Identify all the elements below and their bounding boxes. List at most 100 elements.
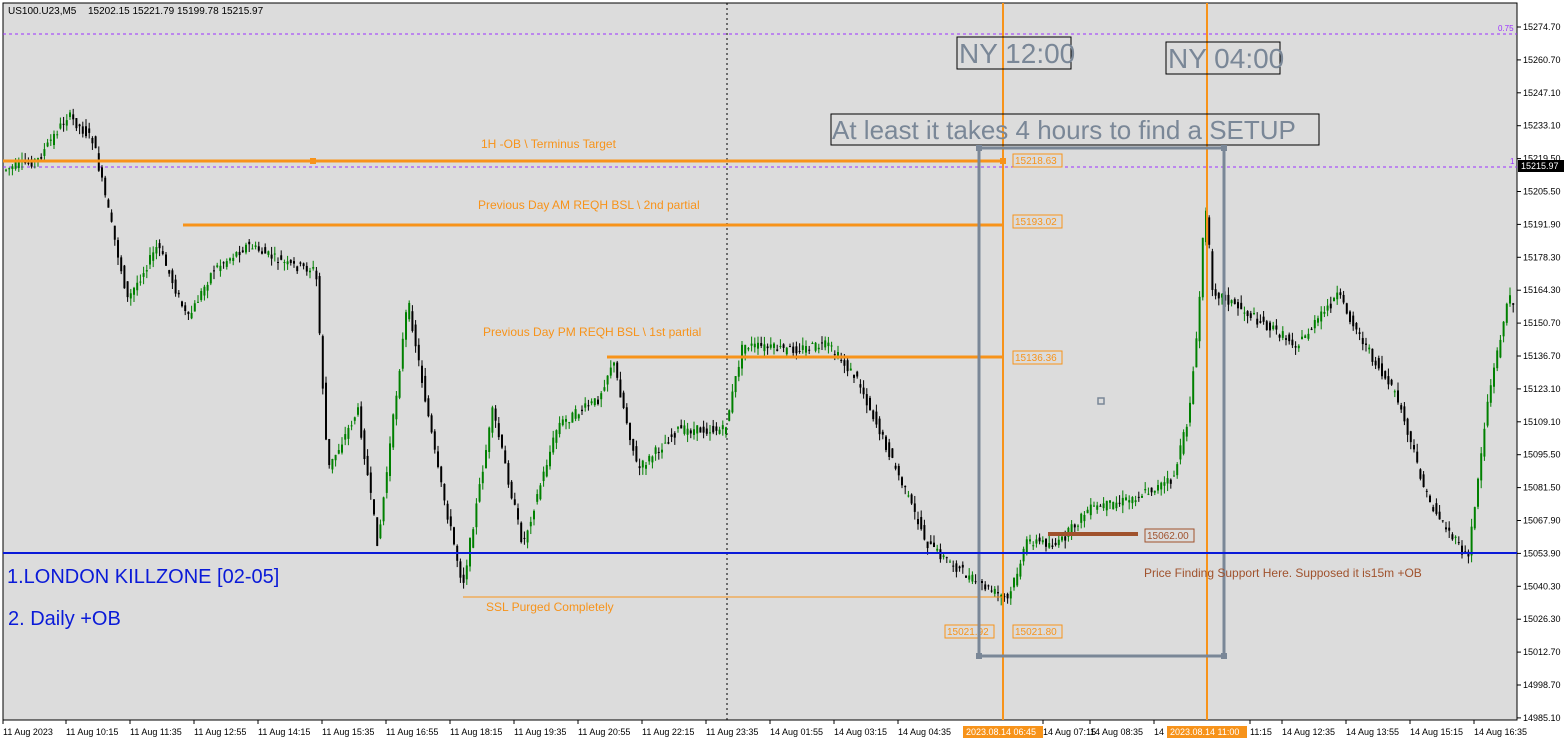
candle-body — [821, 342, 823, 344]
price-axis[interactable]: 15274.70 15260.70 15247.10 15233.10 15219.50… — [1517, 22, 1561, 723]
candle-body — [149, 255, 151, 265]
candle-body — [1278, 334, 1281, 338]
candle-body — [971, 574, 974, 582]
candle-body — [1070, 524, 1073, 534]
candle-body — [619, 379, 622, 398]
candle-body — [1192, 371, 1195, 404]
setup-zone-rectangle[interactable] — [977, 146, 1226, 658]
candle-body — [46, 142, 49, 147]
candle-body — [225, 261, 228, 267]
candle-body — [158, 243, 161, 249]
candle-body — [1374, 360, 1377, 366]
candle-body — [1333, 297, 1335, 302]
candle-body — [910, 494, 913, 504]
candle-body — [1029, 539, 1031, 542]
candle-body — [43, 149, 46, 156]
candle-body — [1400, 405, 1403, 410]
candle-body — [904, 485, 907, 488]
candle-body — [1509, 295, 1511, 304]
line-handle[interactable] — [310, 158, 316, 164]
candle-body — [1403, 406, 1406, 422]
candle-body — [721, 425, 724, 430]
price-tick-label: 15081.50 — [1523, 483, 1561, 493]
candle-body — [718, 429, 721, 434]
candle-body — [1435, 503, 1438, 514]
candle-body — [645, 465, 647, 469]
time-highlight-1-label: 2023.08.14 06:45 — [966, 727, 1036, 737]
candle-body — [1096, 505, 1099, 510]
candle-body — [1169, 479, 1172, 484]
candle-body — [766, 346, 769, 349]
candle-body — [1413, 445, 1415, 450]
am-bsl-label: Previous Day AM REQH BSL \ 2nd partial — [478, 198, 700, 212]
candle-body — [1185, 426, 1188, 437]
price-tick-label: 15123.10 — [1523, 384, 1561, 394]
candle-body — [1470, 526, 1473, 556]
price-tick-label: 15067.90 — [1523, 516, 1561, 526]
time-axis[interactable]: 11 Aug 2023 11 Aug 10:15 11 Aug 11:35 11 Au… — [2, 720, 1527, 737]
price-tick-label: 15040.30 — [1523, 581, 1561, 591]
candle-body — [936, 548, 939, 551]
time-tick-label: 11 Aug 20:55 — [578, 727, 630, 737]
terminus-price-tag — [1012, 153, 1063, 168]
time-highlight-2-label: 2023.08.14 11:00 — [1170, 727, 1239, 737]
candle-body — [257, 246, 260, 251]
rect-center-handle[interactable] — [1097, 397, 1105, 405]
candle-body — [1377, 358, 1380, 369]
candle-body — [1032, 545, 1035, 547]
candle-body — [622, 392, 625, 408]
candle-body — [27, 162, 30, 164]
candle-body — [430, 415, 433, 433]
candle-body — [577, 414, 580, 419]
rect-handle[interactable] — [1221, 653, 1227, 659]
candle-body — [273, 253, 276, 255]
candle-body — [1355, 323, 1358, 330]
rect-handle[interactable] — [976, 145, 982, 151]
candle-body — [56, 134, 59, 136]
candle-body — [69, 112, 71, 118]
ny-0400-label: NY 04:00 — [1168, 43, 1284, 74]
candle-body — [203, 286, 206, 296]
candle-body — [395, 395, 398, 420]
pm-price: 15136.36 — [1015, 353, 1057, 364]
candle-body — [1025, 539, 1028, 554]
candle-body — [539, 485, 542, 500]
candle-body — [1118, 502, 1121, 504]
candle-body — [85, 126, 87, 137]
price-tick-label: 15191.90 — [1523, 219, 1561, 229]
candle-body — [1189, 402, 1191, 423]
candle-body — [795, 346, 798, 354]
ny-0400-box — [1165, 41, 1281, 75]
candle-body — [1441, 520, 1444, 522]
candle-body — [606, 375, 609, 385]
candle-body — [549, 451, 551, 467]
candle-body — [542, 471, 545, 482]
candle-body — [155, 247, 158, 254]
candle-body — [478, 484, 481, 502]
candle-body — [1233, 299, 1236, 305]
candle-body — [686, 428, 689, 435]
candle-body — [293, 261, 295, 264]
rect-handle[interactable] — [1221, 145, 1227, 151]
ssl-price-left: 15021.92 — [947, 627, 989, 638]
time-tick-label: 14 — [1154, 727, 1164, 737]
candle-body — [792, 346, 795, 353]
plot-area[interactable] — [2, 2, 1518, 721]
candle-body — [680, 425, 683, 429]
candle-body — [737, 366, 740, 377]
am-price-tag — [1012, 214, 1063, 229]
candle-body — [437, 451, 439, 467]
candle-body — [555, 430, 558, 443]
candle-body — [1217, 292, 1220, 299]
rect-handle[interactable] — [976, 653, 982, 659]
candle-body — [433, 431, 436, 450]
current-price: 15215.97 — [1521, 161, 1559, 171]
candle-body — [952, 565, 955, 567]
candle-body — [1262, 316, 1265, 322]
candle-body — [49, 139, 52, 141]
candle-body — [241, 250, 244, 253]
candle-body — [731, 391, 734, 413]
candle-body — [648, 455, 651, 462]
